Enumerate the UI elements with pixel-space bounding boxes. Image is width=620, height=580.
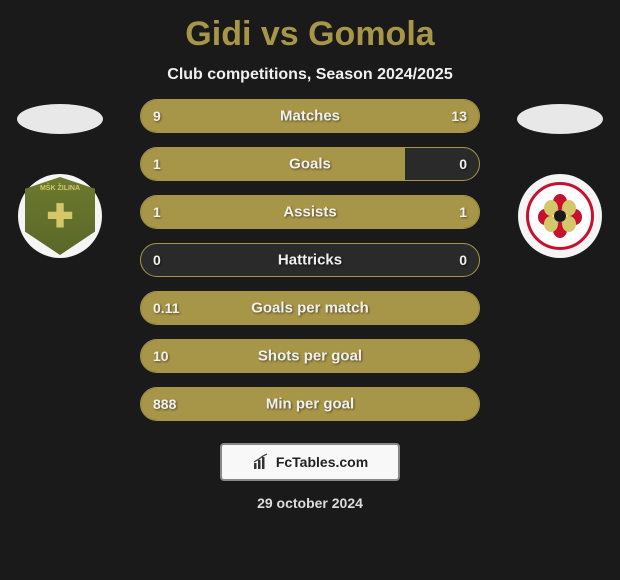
stat-label: Hattricks [278, 252, 342, 269]
stat-label: Goals per match [251, 300, 369, 317]
left-player-column: MŠK ŽILINA ✚ [0, 99, 120, 258]
subtitle: Club competitions, Season 2024/2025 [167, 66, 452, 84]
stat-label: Goals [289, 156, 331, 173]
stat-value-left: 1 [153, 204, 161, 220]
stat-value-left: 888 [153, 396, 176, 412]
stat-row: 888 Min per goal [140, 387, 480, 421]
comparison-widget: Gidi vs Gomola Club competitions, Season… [0, 0, 620, 521]
stat-value-right: 0 [459, 252, 467, 268]
stat-row: 0 Hattricks 0 [140, 243, 480, 277]
brand-text: FcTables.com [276, 454, 368, 470]
ruzomberok-ring-icon [526, 182, 594, 250]
stat-label: Assists [283, 204, 336, 221]
stat-row: 9 Matches 13 [140, 99, 480, 133]
right-club-badge [518, 174, 602, 258]
zilina-cross-icon: ✚ [47, 197, 74, 235]
stat-value-left: 0.11 [153, 300, 179, 316]
zilina-badge-text: MŠK ŽILINA [40, 185, 80, 192]
stat-label: Min per goal [266, 396, 354, 413]
right-player-column [500, 99, 620, 258]
date-text: 29 october 2024 [257, 495, 363, 511]
stat-row: 10 Shots per goal [140, 339, 480, 373]
page-title: Gidi vs Gomola [185, 15, 434, 54]
stat-label: Matches [280, 108, 340, 125]
stat-value-left: 10 [153, 348, 169, 364]
stat-bar-left [141, 148, 405, 180]
right-player-avatar-placeholder [517, 104, 603, 134]
stat-value-left: 9 [153, 108, 161, 124]
stat-row: 0.11 Goals per match [140, 291, 480, 325]
stat-value-left: 0 [153, 252, 161, 268]
stats-bars: 9Matches131Goals01Assists10Hattricks00.1… [135, 99, 485, 421]
stat-value-left: 1 [153, 156, 161, 172]
stat-value-right: 13 [451, 108, 467, 124]
ruzomberok-flower-icon [542, 198, 578, 234]
stat-label: Shots per goal [258, 348, 362, 365]
stat-row: 1 Assists 1 [140, 195, 480, 229]
left-player-avatar-placeholder [17, 104, 103, 134]
stat-bar-left [141, 100, 280, 132]
zilina-shield-icon: MŠK ŽILINA ✚ [25, 177, 95, 255]
stat-value-right: 1 [459, 204, 467, 220]
stat-row: 1 Goals 0 [140, 147, 480, 181]
stat-value-right: 0 [459, 156, 467, 172]
chart-icon [252, 453, 270, 471]
left-club-badge: MŠK ŽILINA ✚ [18, 174, 102, 258]
main-content: MŠK ŽILINA ✚ 9Matches131Goals01Assists10… [0, 99, 620, 421]
brand-box[interactable]: FcTables.com [220, 443, 400, 481]
